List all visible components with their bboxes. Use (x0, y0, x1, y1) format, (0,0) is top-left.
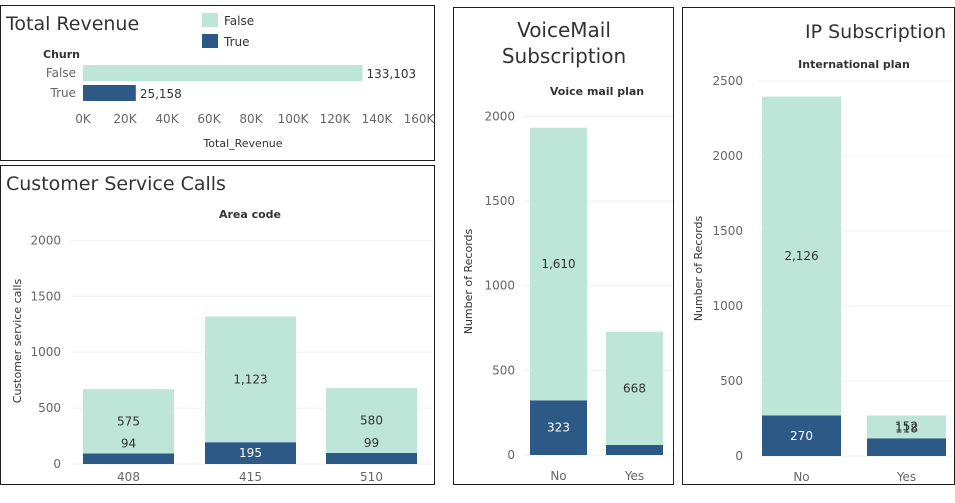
total-revenue-chart: Total Revenue False True Churn False 133,103 T… (5, 13, 436, 150)
legend-swatch-false (202, 13, 218, 27)
y-tick-label: 0 (507, 448, 515, 462)
legend-label-false: False (224, 14, 254, 28)
x-category-label: Yes (624, 469, 644, 483)
bar-segment-true (205, 442, 296, 464)
y-tick-label: 2000 (30, 233, 61, 247)
y-tick-label: 1000 (712, 299, 743, 313)
bar-segment-false (530, 127, 587, 401)
y-axis-label: Number of Records (692, 215, 705, 321)
y-tick-label: 2500 (712, 74, 743, 88)
category-label: False (46, 66, 76, 80)
x-tick-label: 140K (362, 112, 394, 126)
x-tick-label: 160K (404, 112, 436, 126)
data-label-false: 1,610 (541, 257, 575, 271)
y-tick-label: 0 (735, 449, 743, 463)
x-tick-label: 0K (75, 112, 92, 126)
legend-swatch-true (202, 34, 218, 48)
x-tick-label: 60K (197, 112, 221, 126)
legend-label-true: True (223, 35, 250, 49)
y-tick-label: 500 (38, 401, 61, 415)
x-category-label: 510 (360, 470, 383, 484)
x-category-label: Yes (896, 470, 916, 484)
y-tick-label: 500 (492, 363, 515, 377)
y-tick-label: 500 (720, 374, 743, 388)
x-tick-label: 40K (155, 112, 179, 126)
category-label: True (50, 86, 77, 100)
data-label-true: 118 (895, 421, 918, 435)
bar-segment-true (326, 452, 417, 464)
bar-segment-false (326, 388, 417, 453)
voicemail-subscription-panel: VoiceMail Subscription Voice mail plan Numb… (453, 7, 674, 485)
data-label-true: 99 (364, 436, 379, 450)
y-tick-label: 0 (53, 457, 61, 471)
y-tick-label: 1500 (712, 224, 743, 238)
bar-segment-true (530, 400, 587, 455)
data-label-false: 152 (895, 420, 918, 434)
customer-service-calls-chart: Customer Service Calls Area code Customer … (6, 173, 433, 484)
row-header: Churn (43, 48, 80, 61)
y-axis-label: Customer service calls (11, 279, 24, 404)
x-tick-label: 80K (239, 112, 263, 126)
revenue-bar (83, 85, 136, 101)
chart-title: Customer Service Calls (6, 173, 226, 195)
data-label-false: 575 (117, 414, 140, 428)
y-tick-label: 1000 (484, 279, 515, 293)
ip-subscription-chart: IP Subscription International plan Number … (692, 21, 954, 484)
y-tick-label: 2000 (712, 149, 743, 163)
x-category-label: No (793, 470, 809, 484)
ip-subscription-panel: IP Subscription International plan Number … (682, 7, 955, 485)
data-label-true: 323 (547, 421, 570, 435)
data-label-false: 580 (360, 414, 383, 428)
total-revenue-panel: Total Revenue False True Churn False 133,103 T… (0, 5, 436, 161)
y-tick-label: 1000 (30, 345, 61, 359)
column-header: Area code (219, 208, 281, 221)
chart-title-line: Subscription (502, 44, 626, 68)
x-tick-label: 120K (320, 112, 352, 126)
column-header: International plan (798, 58, 910, 71)
chart-title-line: VoiceMail (517, 18, 611, 42)
x-category-label: No (550, 469, 566, 483)
x-tick-label: 100K (278, 112, 310, 126)
y-tick-label: 1500 (484, 194, 515, 208)
revenue-bar (83, 65, 363, 81)
data-label-false: 668 (623, 381, 646, 395)
y-axis-label: Number of Records (462, 228, 475, 334)
x-axis-label: Total_Revenue (202, 137, 282, 150)
bar-segment-true (83, 453, 174, 464)
bar-segment-false (762, 96, 841, 416)
bar-segment-false (83, 389, 174, 454)
x-tick-label: 20K (113, 112, 137, 126)
bar-segment-false (606, 331, 663, 445)
bar-segment-true (606, 444, 663, 455)
y-tick-label: 2000 (484, 109, 515, 123)
data-label: 25,158 (140, 87, 182, 101)
x-category-label: 415 (239, 470, 262, 484)
chart-title: IP Subscription (805, 21, 946, 43)
data-label-false: 2,126 (784, 249, 818, 263)
customer-service-calls-panel: Customer Service Calls Area code Customer … (0, 165, 435, 485)
y-tick-label: 1500 (30, 289, 61, 303)
data-label-false: 1,123 (233, 372, 267, 386)
bar-segment-false (867, 415, 946, 439)
chart-title: Total Revenue (5, 13, 139, 35)
data-label-true: 195 (239, 446, 262, 460)
column-header: Voice mail plan (550, 85, 644, 98)
data-label-true: 270 (790, 429, 813, 443)
bar-segment-false (205, 316, 296, 443)
data-label: 133,103 (367, 67, 417, 81)
x-category-label: 408 (117, 470, 140, 484)
bar-segment-true (762, 415, 841, 456)
data-label-true: 94 (121, 436, 136, 450)
bar-segment-true (867, 438, 946, 456)
